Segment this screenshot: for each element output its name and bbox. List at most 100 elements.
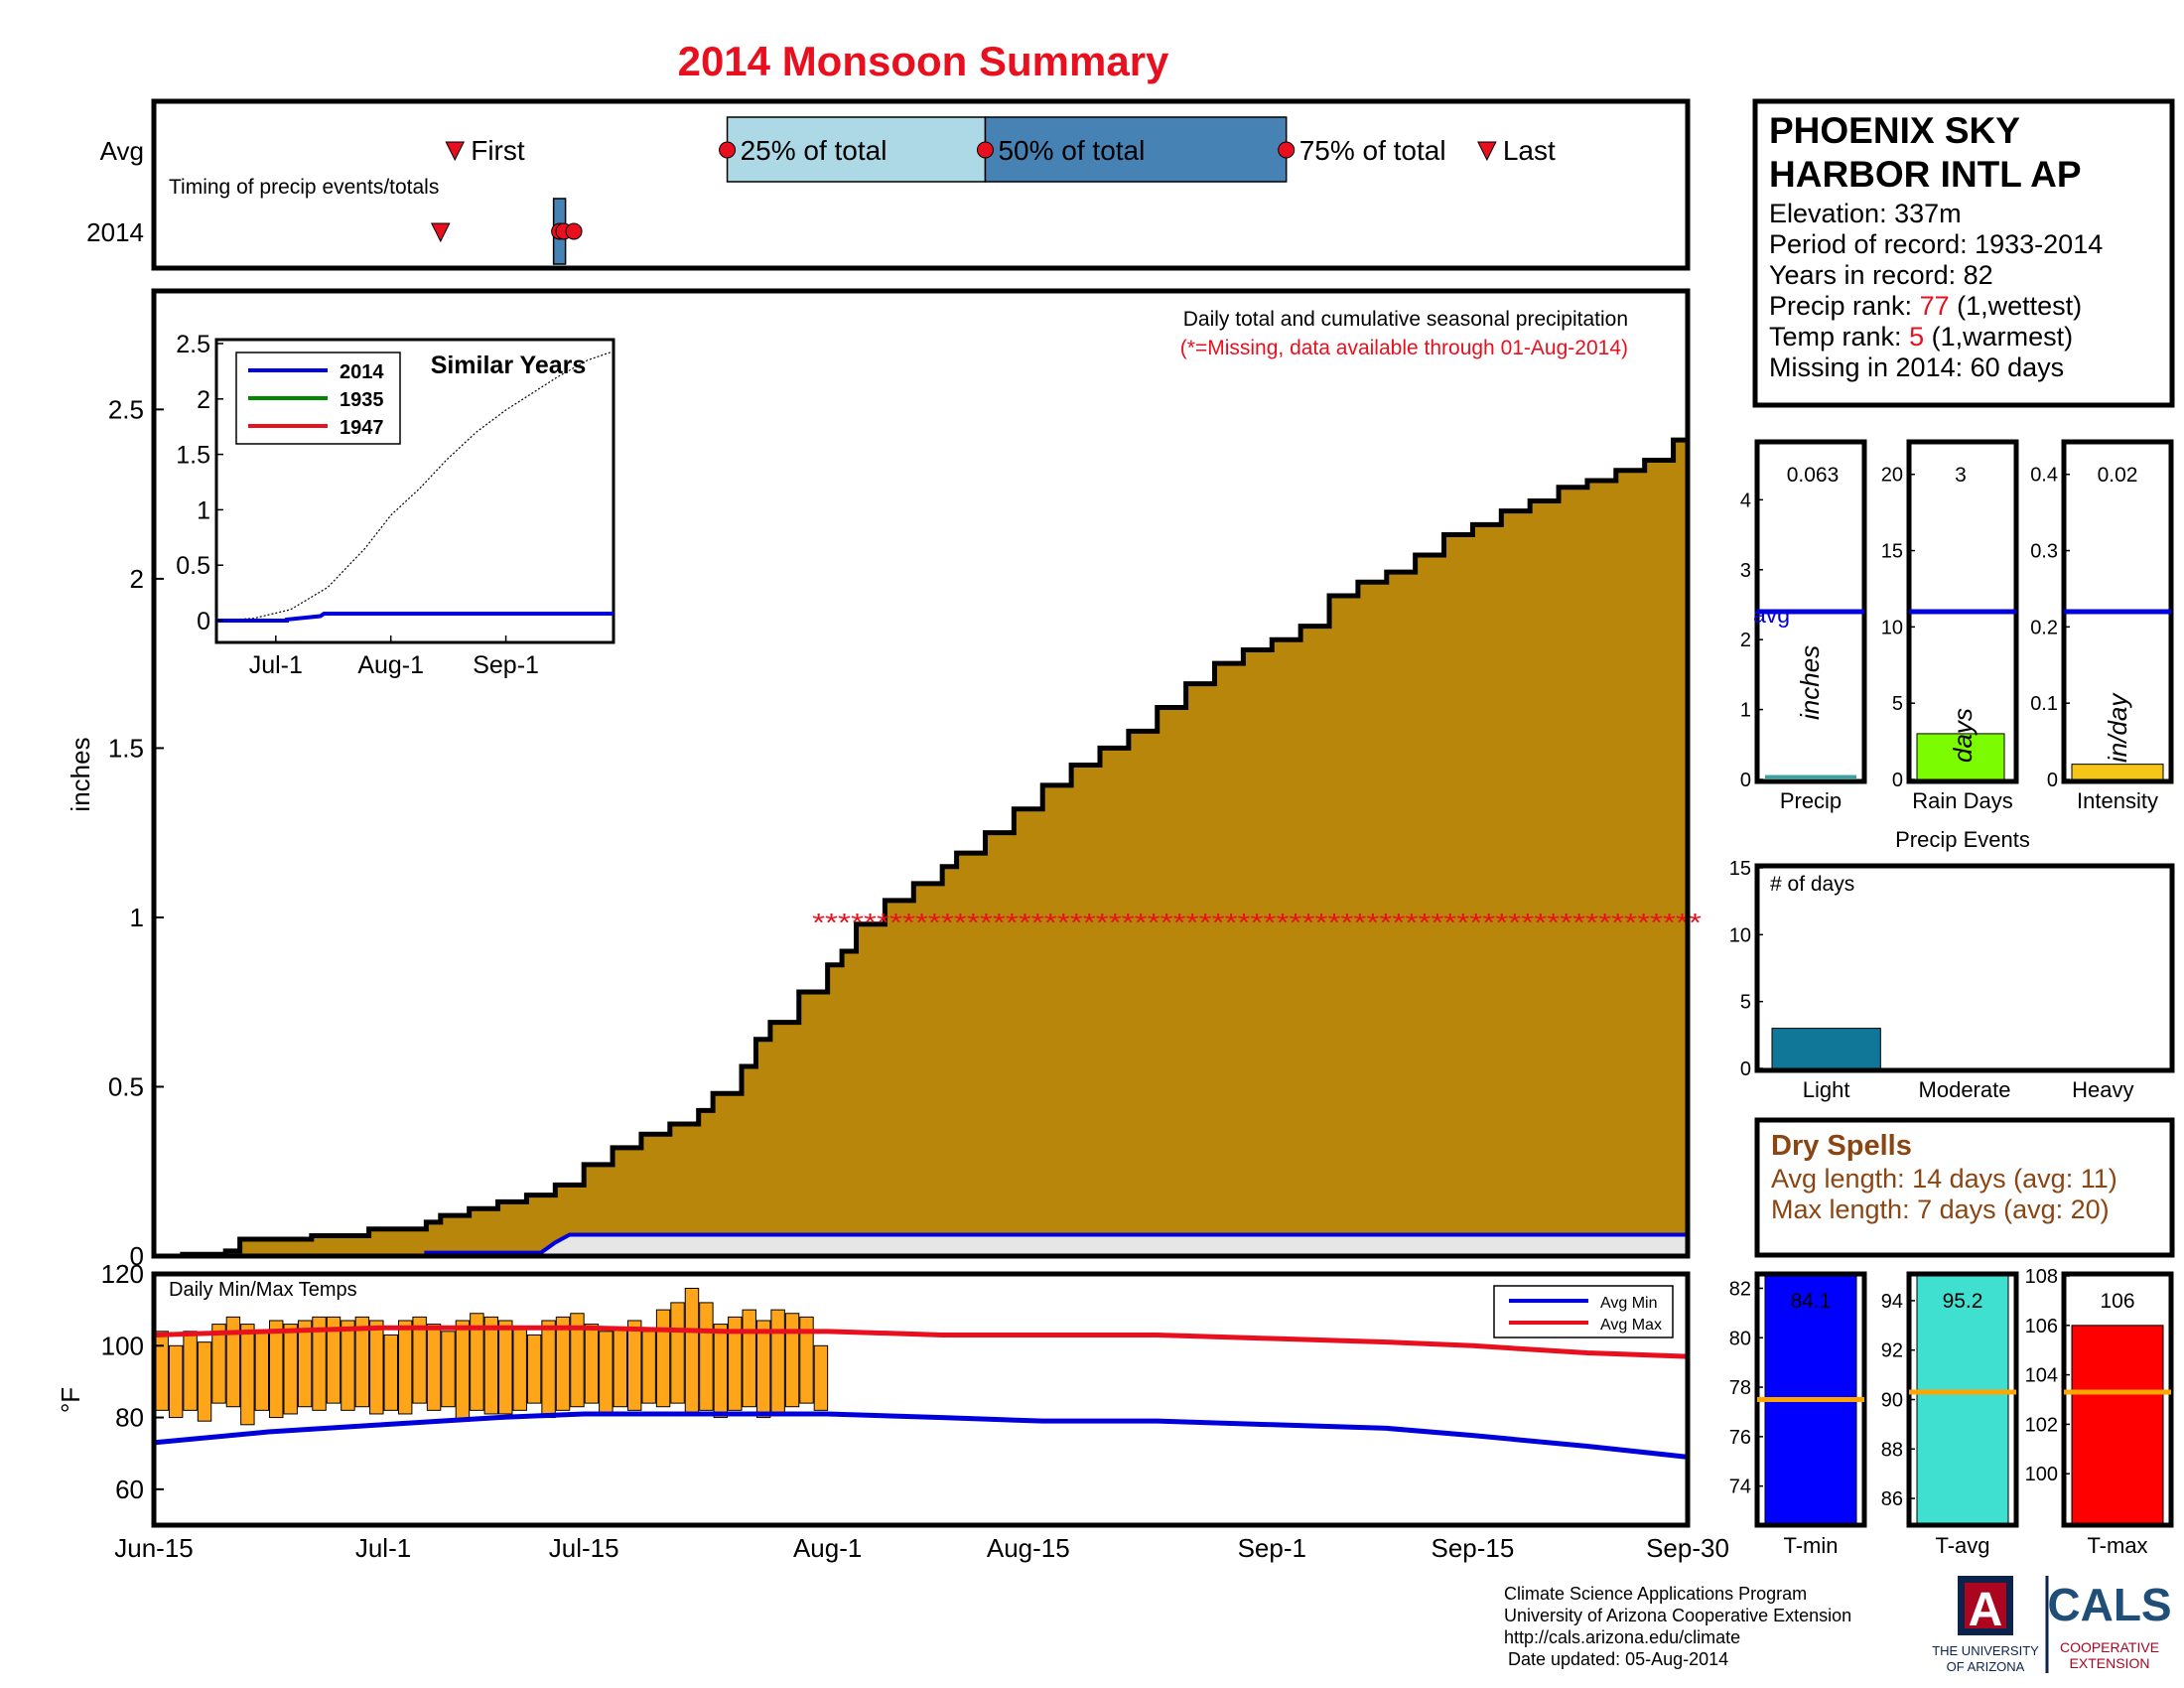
precip-events-categories: Light Moderate Heavy: [1803, 1077, 2134, 1102]
daily-temp-bar: [297, 1320, 313, 1408]
temp-summary-tick-label: 92: [1881, 1340, 1903, 1362]
temp-summary-tick-label: 86: [1881, 1488, 1903, 1510]
precip-stat-avg-label: avg: [1753, 602, 1790, 628]
daily-temp-bar: [283, 1324, 298, 1415]
university-of-arizona-logo: A THE UNIVERSITY OF ARIZONA: [1932, 1576, 2039, 1674]
precip-stat-value: 0.063: [1787, 464, 1840, 487]
page-title: 2014 Monsoon Summary: [678, 38, 1169, 84]
daily-temp-bar: [483, 1316, 499, 1415]
daily-temp-bar: [197, 1341, 212, 1422]
precip-y-tick-label: 0.5: [108, 1071, 144, 1101]
daily-temp-bar: [699, 1302, 714, 1411]
timing-last-label: Last: [1503, 135, 1556, 166]
inset-y-ticks: 0 0.5 1 1.5 2 2.5: [176, 331, 223, 635]
temps-y-tick-label: 80: [115, 1403, 144, 1433]
daily-temp-bar: [655, 1309, 671, 1408]
daily-temp-bar: [426, 1324, 442, 1411]
tavg-ticks: 86 88 90 92 94: [1881, 1291, 1915, 1510]
rain-days-bar: [1916, 733, 2005, 780]
daily-temp-bar: [813, 1344, 829, 1411]
rain-days-unit: days: [1948, 708, 1978, 763]
inset-title: Similar Years: [431, 352, 587, 379]
station-elevation: Elevation: 337m: [1769, 199, 1962, 228]
avg-min-line: [153, 1411, 1689, 1460]
date-tick-label: Sep-30: [1646, 1533, 1729, 1563]
footer-line2: University of Arizona Cooperative Extens…: [1504, 1606, 1851, 1625]
daily-temp-bar: [240, 1324, 255, 1426]
daily-temp-bar: [584, 1324, 600, 1404]
events-tick-label: 10: [1729, 924, 1751, 946]
stat-tick-label: 10: [1881, 617, 1903, 638]
timing-last-marker: [1477, 141, 1497, 162]
temps-panel: 60 80 100 120 Daily Min/Max Temps °F Avg Mi…: [56, 1259, 1691, 1528]
precip-frame: [151, 288, 1691, 1259]
daily-temp-bar: [641, 1331, 656, 1404]
legend-2014-label: 2014: [340, 361, 384, 383]
precip-stats-panels: avg 0.063 inches 0 1 2 3 4 Precip 3 days 0 5 1…: [1740, 439, 2174, 813]
temp-summary-tick-label: 108: [2025, 1266, 2058, 1288]
timing-row-label-avg: Avg: [100, 136, 144, 166]
daily-temp-bar: [412, 1316, 427, 1404]
station-temp-rank: Temp rank: 5 (1,warmest): [1769, 322, 2073, 352]
timing-50-marker: [976, 141, 994, 159]
temp-summary-tick-label: 74: [1729, 1477, 1751, 1498]
cals-logo: CALS COOPERATIVE EXTENSION: [2047, 1579, 2171, 1671]
timing-25-50-box: [726, 116, 987, 183]
precip-events-ticks: 0 5 10 15: [1729, 858, 1763, 1080]
daily-temp-bar: [626, 1320, 642, 1411]
stat-tick-label: 4: [1740, 490, 1751, 511]
temp-summary-tick-label: 94: [1881, 1291, 1903, 1313]
stat-tick-label: 0: [2047, 770, 2058, 791]
stat-tick-label: 15: [1881, 541, 1903, 563]
dry-spells-avg: Avg length: 14 days (avg: 11): [1771, 1164, 2117, 1194]
timing-row-label-2014: 2014: [86, 217, 144, 247]
daily-temp-bar: [742, 1309, 756, 1408]
timing-75-marker: [1278, 141, 1296, 159]
daily-temp-bar: [541, 1320, 556, 1419]
ua-logo-line1: THE UNIVERSITY: [1932, 1643, 2039, 1658]
daily-temp-bar: [312, 1316, 327, 1411]
tavg-bar: [1916, 1275, 2009, 1524]
precip-missing-caption: (*=Missing, data available through 01-Au…: [1180, 337, 1628, 359]
precip-events-panel: Precip Events 0 5 10 15 # of days Light Mode…: [1729, 827, 2175, 1102]
ua-logo-letter: A: [1969, 1584, 2003, 1636]
inset-x-tick-label: Sep-1: [473, 651, 539, 679]
daily-temp-bar: [670, 1302, 685, 1404]
daily-temp-bar: [799, 1316, 814, 1404]
stat-tick-label: 0.2: [2030, 617, 2058, 638]
daily-temp-bar: [397, 1320, 413, 1415]
timing-2014-first-marker: [430, 222, 451, 243]
temp-summary-tick-label: 100: [2025, 1464, 2058, 1485]
station-frame: [1752, 98, 2175, 408]
timing-panel: Avg 2014 Timing of precip events/totals …: [86, 98, 1691, 271]
precip-y-tick-label: 2: [130, 564, 144, 594]
precip-events-bars: [1771, 1028, 1881, 1069]
temps-y-tick-label: 100: [101, 1331, 144, 1360]
date-tick-label: Aug-15: [987, 1533, 1070, 1563]
events-category-label: Heavy: [2072, 1077, 2133, 1102]
events-tick-label: 15: [1729, 858, 1751, 880]
inset-y-tick-label: 2: [197, 386, 210, 414]
inset-y-tick-label: 1.5: [176, 442, 210, 470]
precip-rank-value: 77: [1920, 291, 1950, 321]
date-tick-label: Jul-15: [549, 1533, 619, 1563]
date-axis-labels: Jun-15 Jul-1 Jul-15 Aug-1 Aug-15 Sep-1 Sep-15 S…: [114, 1533, 1729, 1563]
temps-frame: [151, 1271, 1691, 1528]
precip-stat-label: Precip: [1780, 788, 1842, 813]
cals-coop-line2: EXTENSION: [2070, 1655, 2150, 1671]
timing-50-75-box: [984, 116, 1288, 183]
precip-event-bar: [1771, 1028, 1881, 1069]
temp-summary-tick-label: 76: [1729, 1427, 1751, 1449]
stat-tick-label: 20: [1881, 465, 1903, 487]
inset-y-tick-label: 1: [197, 496, 210, 524]
daily-temp-bar: [684, 1287, 700, 1415]
timing-2014-75-marker: [565, 222, 583, 240]
daily-temp-bar: [211, 1324, 226, 1404]
daily-temp-bar: [254, 1331, 270, 1411]
station-years: Years in record: 82: [1769, 260, 1993, 290]
dry-spells-title: Dry Spells: [1771, 1130, 1912, 1162]
intensity-unit: in/day: [2103, 692, 2132, 763]
rain-days-ticks: 0 5 10 15 20: [1881, 465, 1915, 791]
temp-summary-tick-label: 78: [1729, 1377, 1751, 1399]
